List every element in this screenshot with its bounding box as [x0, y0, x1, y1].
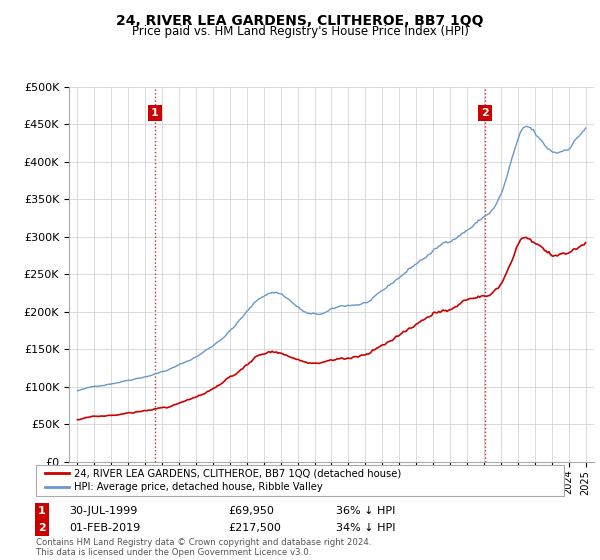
Text: 34% ↓ HPI: 34% ↓ HPI	[336, 522, 395, 533]
Text: 1: 1	[151, 108, 159, 118]
Text: HPI: Average price, detached house, Ribble Valley: HPI: Average price, detached house, Ribb…	[74, 482, 323, 492]
Text: 24, RIVER LEA GARDENS, CLITHEROE, BB7 1QQ: 24, RIVER LEA GARDENS, CLITHEROE, BB7 1Q…	[116, 14, 484, 28]
Text: 2: 2	[481, 108, 489, 118]
Text: 30-JUL-1999: 30-JUL-1999	[69, 506, 137, 516]
Text: £217,500: £217,500	[228, 522, 281, 533]
Text: 2: 2	[38, 522, 46, 533]
Text: Contains HM Land Registry data © Crown copyright and database right 2024.
This d: Contains HM Land Registry data © Crown c…	[36, 538, 371, 557]
Text: 01-FEB-2019: 01-FEB-2019	[69, 522, 140, 533]
Text: 36% ↓ HPI: 36% ↓ HPI	[336, 506, 395, 516]
Text: 1: 1	[38, 506, 46, 516]
Text: 24, RIVER LEA GARDENS, CLITHEROE, BB7 1QQ (detached house): 24, RIVER LEA GARDENS, CLITHEROE, BB7 1Q…	[74, 468, 401, 478]
Text: £69,950: £69,950	[228, 506, 274, 516]
Text: Price paid vs. HM Land Registry's House Price Index (HPI): Price paid vs. HM Land Registry's House …	[131, 25, 469, 38]
